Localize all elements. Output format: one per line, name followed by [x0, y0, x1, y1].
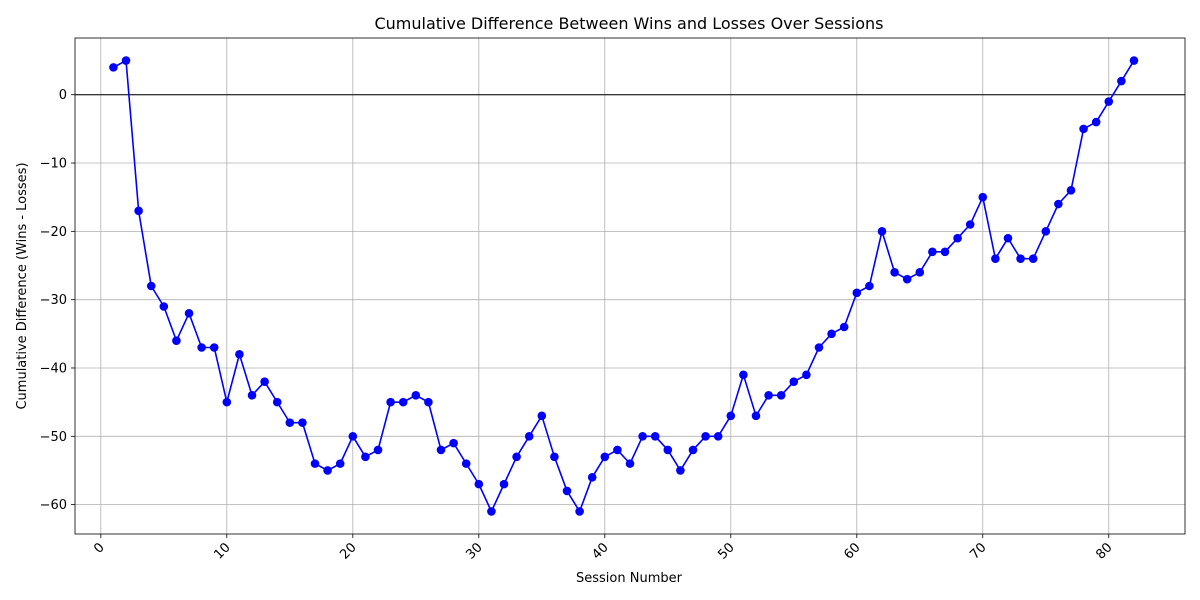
grid-lines	[75, 38, 1185, 534]
series-points	[109, 56, 1139, 516]
data-point	[436, 445, 446, 455]
y-tick-label: −40	[40, 361, 67, 376]
data-point	[751, 411, 761, 421]
data-point	[789, 377, 799, 386]
data-point	[1066, 186, 1076, 195]
data-point	[487, 507, 496, 516]
data-point	[335, 459, 345, 468]
data-point	[890, 268, 899, 277]
y-tick-label: −60	[40, 498, 67, 513]
data-point	[1041, 227, 1051, 236]
y-axis-label: Cumulative Difference (Wins - Losses)	[15, 162, 30, 409]
chart-title: Cumulative Difference Between Wins and L…	[374, 14, 883, 33]
data-point	[991, 254, 1000, 263]
data-point	[978, 192, 988, 202]
data-point	[713, 432, 723, 441]
data-point	[235, 350, 244, 359]
data-point	[701, 432, 710, 441]
data-point	[172, 336, 181, 345]
data-point	[663, 445, 673, 455]
data-point	[802, 370, 811, 380]
data-point	[121, 56, 131, 65]
y-tick-label: −30	[40, 293, 67, 308]
data-point	[877, 227, 887, 236]
data-point	[638, 432, 647, 441]
data-point	[197, 343, 206, 352]
data-point	[613, 445, 622, 455]
data-point	[827, 329, 836, 339]
data-point	[764, 391, 773, 400]
data-point	[109, 63, 118, 72]
data-point	[1104, 97, 1114, 106]
data-point	[600, 452, 610, 462]
data-point	[537, 411, 547, 421]
y-tick-label: −20	[40, 225, 67, 240]
data-point	[146, 281, 156, 291]
plot-frame	[74, 37, 1186, 535]
data-point	[852, 288, 862, 298]
data-point	[285, 418, 295, 427]
data-point	[575, 507, 584, 516]
data-point	[247, 391, 257, 400]
series-line	[113, 59, 1135, 513]
data-point	[1091, 117, 1101, 127]
data-point	[587, 472, 597, 482]
data-point	[474, 479, 484, 489]
data-point	[134, 206, 143, 216]
data-point	[739, 370, 748, 380]
series-polyline	[113, 59, 1135, 513]
data-point	[902, 274, 912, 284]
data-point	[625, 459, 635, 468]
data-point	[184, 309, 194, 318]
data-point	[260, 377, 269, 386]
data-point	[461, 459, 471, 468]
data-point	[562, 486, 572, 496]
data-point	[512, 452, 521, 462]
data-point	[839, 322, 849, 332]
data-point	[524, 432, 534, 441]
data-point	[650, 432, 660, 441]
data-point	[1028, 254, 1038, 263]
x-axis-label: Session Number	[576, 571, 683, 586]
data-point	[1129, 56, 1139, 65]
data-point	[953, 233, 962, 243]
data-point	[1117, 76, 1126, 86]
data-point	[550, 452, 559, 462]
y-tick-label: −10	[40, 157, 67, 172]
data-point	[499, 479, 509, 489]
y-tick-label: −50	[40, 430, 67, 445]
data-point	[159, 302, 169, 311]
y-axis-ticks: −60 −50 −40 −30 −20 −10 0	[40, 88, 75, 513]
data-point	[965, 220, 975, 229]
data-point	[272, 397, 282, 407]
data-point	[1054, 199, 1063, 209]
data-point	[373, 445, 383, 455]
data-point	[310, 459, 320, 468]
data-point	[865, 281, 874, 291]
y-tick-label: 0	[59, 88, 67, 103]
data-point	[688, 445, 698, 455]
data-point	[398, 397, 408, 407]
data-point	[776, 391, 786, 400]
data-point	[424, 397, 433, 407]
data-point	[928, 247, 937, 257]
data-point	[386, 397, 395, 407]
data-point	[222, 397, 232, 407]
data-point	[676, 466, 685, 475]
data-point	[209, 343, 219, 352]
data-point	[726, 411, 736, 421]
data-point	[449, 438, 458, 448]
data-point	[361, 452, 370, 462]
data-point	[411, 391, 421, 400]
data-point	[1016, 254, 1025, 263]
data-point	[940, 247, 950, 257]
data-point	[1079, 124, 1088, 134]
data-point	[814, 343, 824, 352]
data-point	[348, 432, 358, 441]
data-point	[298, 418, 307, 427]
data-point	[915, 268, 925, 277]
data-point	[1003, 233, 1013, 243]
data-point	[323, 466, 332, 475]
